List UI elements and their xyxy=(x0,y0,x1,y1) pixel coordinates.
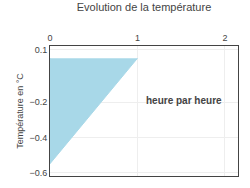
svg-text:heure par heure: heure par heure xyxy=(146,95,222,106)
svg-text:Température en °C: Température en °C xyxy=(15,73,25,149)
svg-text:−0.4: −0.4 xyxy=(29,133,47,143)
svg-text:0: 0 xyxy=(47,33,52,43)
svg-text:−0.6: −0.6 xyxy=(29,168,47,178)
svg-text:Evolution de la température: Evolution de la température xyxy=(77,1,212,13)
svg-text:−0.2: −0.2 xyxy=(29,97,47,107)
svg-text:0.1: 0.1 xyxy=(35,45,48,55)
svg-text:1: 1 xyxy=(135,33,140,43)
svg-text:2: 2 xyxy=(222,33,227,43)
